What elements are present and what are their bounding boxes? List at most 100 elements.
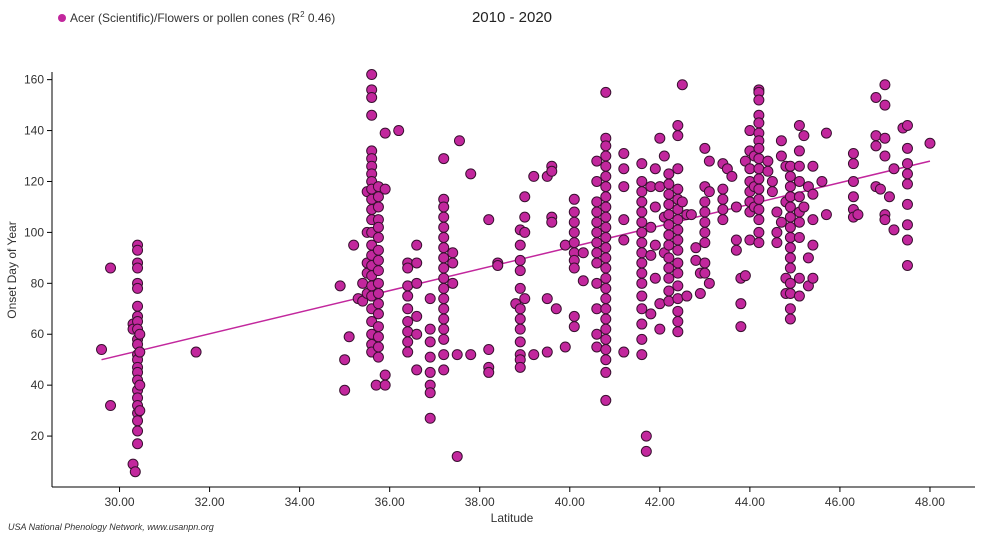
- data-point[interactable]: [483, 366, 495, 378]
- data-point[interactable]: [793, 191, 805, 203]
- data-point[interactable]: [636, 206, 648, 218]
- data-point[interactable]: [636, 216, 648, 228]
- data-point[interactable]: [105, 262, 117, 274]
- data-point[interactable]: [568, 310, 580, 322]
- data-point[interactable]: [591, 328, 603, 340]
- data-point[interactable]: [343, 331, 355, 343]
- data-point[interactable]: [438, 364, 450, 376]
- data-point[interactable]: [577, 275, 589, 287]
- data-point[interactable]: [699, 142, 711, 154]
- data-point[interactable]: [784, 252, 796, 264]
- data-point[interactable]: [600, 293, 612, 305]
- data-point[interactable]: [546, 216, 558, 228]
- data-point[interactable]: [663, 295, 675, 307]
- data-point[interactable]: [600, 150, 612, 162]
- data-point[interactable]: [514, 361, 526, 373]
- data-point[interactable]: [924, 137, 936, 149]
- data-point[interactable]: [640, 430, 652, 442]
- data-point[interactable]: [134, 379, 146, 391]
- data-point[interactable]: [600, 344, 612, 356]
- data-point[interactable]: [901, 259, 913, 271]
- data-point[interactable]: [793, 290, 805, 302]
- data-point[interactable]: [879, 132, 891, 144]
- data-point[interactable]: [334, 280, 346, 292]
- data-point[interactable]: [438, 293, 450, 305]
- data-point[interactable]: [636, 186, 648, 198]
- data-point[interactable]: [640, 445, 652, 457]
- data-point[interactable]: [753, 117, 765, 129]
- data-point[interactable]: [753, 237, 765, 249]
- data-point[interactable]: [807, 160, 819, 172]
- data-point[interactable]: [879, 79, 891, 91]
- data-point[interactable]: [379, 127, 391, 139]
- data-point[interactable]: [424, 323, 436, 335]
- data-point[interactable]: [132, 300, 144, 312]
- data-point[interactable]: [402, 336, 414, 348]
- data-point[interactable]: [568, 216, 580, 228]
- data-point[interactable]: [672, 130, 684, 142]
- data-point[interactable]: [703, 155, 715, 167]
- data-point[interactable]: [730, 201, 742, 213]
- data-point[interactable]: [411, 277, 423, 289]
- data-point[interactable]: [372, 254, 384, 266]
- data-point[interactable]: [690, 242, 702, 254]
- data-point[interactable]: [438, 303, 450, 315]
- data-point[interactable]: [645, 308, 657, 320]
- data-point[interactable]: [636, 277, 648, 289]
- data-point[interactable]: [901, 178, 913, 190]
- data-point[interactable]: [793, 231, 805, 243]
- data-point[interactable]: [820, 209, 832, 221]
- data-point[interactable]: [672, 224, 684, 236]
- data-point[interactable]: [771, 206, 783, 218]
- data-point[interactable]: [901, 168, 913, 180]
- data-point[interactable]: [568, 193, 580, 205]
- data-point[interactable]: [559, 341, 571, 353]
- data-point[interactable]: [372, 331, 384, 343]
- data-point[interactable]: [411, 364, 423, 376]
- data-point[interactable]: [793, 272, 805, 284]
- data-point[interactable]: [739, 270, 751, 282]
- data-point[interactable]: [663, 285, 675, 297]
- data-point[interactable]: [784, 160, 796, 172]
- data-point[interactable]: [784, 303, 796, 315]
- data-point[interactable]: [847, 175, 859, 187]
- data-point[interactable]: [618, 181, 630, 193]
- data-point[interactable]: [636, 303, 648, 315]
- data-point[interactable]: [663, 209, 675, 221]
- data-point[interactable]: [784, 288, 796, 300]
- data-point[interactable]: [568, 321, 580, 333]
- data-point[interactable]: [424, 351, 436, 363]
- data-point[interactable]: [424, 387, 436, 399]
- data-point[interactable]: [568, 262, 580, 274]
- data-point[interactable]: [600, 354, 612, 366]
- data-point[interactable]: [676, 79, 688, 91]
- data-point[interactable]: [766, 175, 778, 187]
- data-point[interactable]: [784, 262, 796, 274]
- data-point[interactable]: [591, 216, 603, 228]
- data-point[interactable]: [699, 257, 711, 269]
- data-point[interactable]: [438, 262, 450, 274]
- data-point[interactable]: [645, 221, 657, 233]
- data-point[interactable]: [663, 178, 675, 190]
- data-point[interactable]: [663, 262, 675, 274]
- data-point[interactable]: [699, 237, 711, 249]
- data-point[interactable]: [438, 323, 450, 335]
- data-point[interactable]: [672, 234, 684, 246]
- data-point[interactable]: [577, 247, 589, 259]
- data-point[interactable]: [663, 229, 675, 241]
- data-point[interactable]: [600, 313, 612, 325]
- data-point[interactable]: [372, 288, 384, 300]
- data-point[interactable]: [784, 191, 796, 203]
- data-point[interactable]: [134, 328, 146, 340]
- data-point[interactable]: [438, 313, 450, 325]
- data-point[interactable]: [514, 254, 526, 266]
- data-point[interactable]: [784, 242, 796, 254]
- data-point[interactable]: [672, 293, 684, 305]
- data-point[interactable]: [699, 226, 711, 238]
- data-point[interactable]: [690, 254, 702, 266]
- data-point[interactable]: [870, 130, 882, 142]
- data-point[interactable]: [514, 303, 526, 315]
- data-point[interactable]: [636, 257, 648, 269]
- data-point[interactable]: [372, 277, 384, 289]
- data-point[interactable]: [703, 186, 715, 198]
